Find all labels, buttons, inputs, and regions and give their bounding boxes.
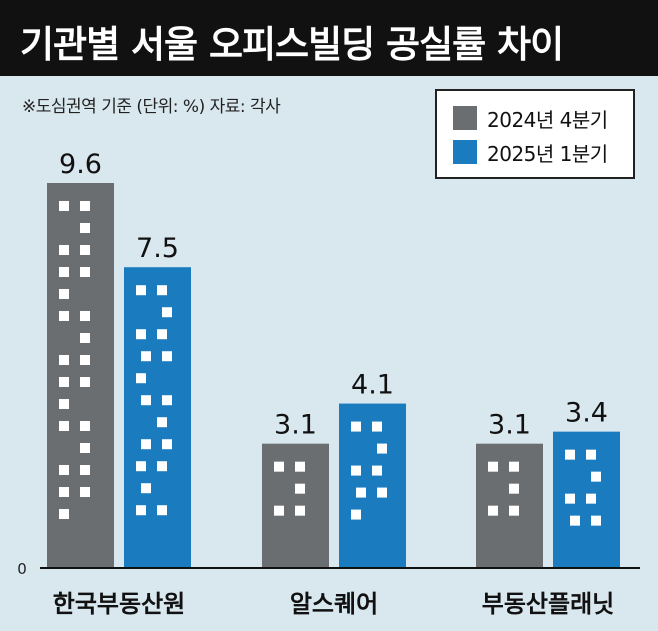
bar-window — [295, 483, 305, 494]
legend-item-2025q1: 2025년 1분기 — [453, 139, 608, 166]
bar-window — [372, 421, 382, 432]
bar-window — [570, 515, 580, 526]
bar-window — [591, 515, 601, 526]
bar-window — [59, 487, 69, 497]
bar-window — [488, 461, 498, 472]
bar-window — [377, 443, 387, 454]
bar-window — [509, 483, 519, 494]
legend-swatch-2024q4 — [453, 106, 477, 130]
bar-window — [136, 329, 146, 340]
bar-window — [274, 505, 284, 516]
bar-window — [59, 465, 69, 475]
bar-window — [136, 461, 146, 472]
bar-window — [586, 493, 596, 504]
bar-window — [80, 245, 90, 255]
bar-window — [141, 395, 151, 406]
title-bar: 기관별 서울 오피스빌딩 공실률 차이 — [0, 0, 658, 76]
category-label: 부동산플래닛 — [482, 590, 614, 618]
bar-window — [141, 483, 151, 494]
legend-label-2024q4: 2024년 4분기 — [487, 107, 608, 132]
bar-window — [136, 285, 146, 296]
bar-window — [59, 245, 69, 255]
bar-window — [274, 461, 284, 472]
value-label: 3.4 — [565, 398, 608, 429]
bar-window — [157, 285, 167, 296]
legend-item-2024q4: 2024년 4분기 — [453, 105, 608, 132]
bar-window — [351, 509, 361, 520]
bar-window — [295, 461, 305, 472]
bar-window — [80, 311, 90, 321]
bar-window — [80, 223, 90, 233]
bar-window — [591, 471, 601, 482]
bar-window — [80, 443, 90, 453]
bar-window — [586, 449, 596, 460]
bar-window — [351, 421, 361, 432]
bar-window — [59, 509, 69, 519]
legend: 2024년 4분기 2025년 1분기 — [435, 89, 635, 179]
bar-window — [80, 377, 90, 387]
bar-window — [157, 329, 167, 340]
value-label: 7.5 — [136, 233, 179, 264]
bar-window — [351, 465, 361, 476]
value-label: 3.1 — [274, 410, 317, 441]
bar-window — [565, 449, 575, 460]
bar-window — [488, 505, 498, 516]
bar-window — [59, 289, 69, 299]
chart-subtitle: ※도심권역 기준 (단위: %) 자료: 각사 — [22, 97, 281, 117]
bar-window — [59, 377, 69, 387]
bar-window — [162, 395, 172, 406]
bar-window — [356, 487, 366, 498]
value-label: 3.1 — [488, 410, 531, 441]
bar-window — [80, 421, 90, 431]
bar-window — [136, 505, 146, 516]
bar-window — [157, 417, 167, 428]
bar-window — [162, 351, 172, 362]
category-label: 알스퀘어 — [290, 590, 378, 618]
bar-window — [59, 267, 69, 277]
bar-window — [295, 505, 305, 516]
bar-window — [59, 421, 69, 431]
bar — [47, 183, 114, 568]
bar-window — [80, 333, 90, 343]
legend-label-2025q1: 2025년 1분기 — [487, 141, 608, 166]
bar-window — [141, 439, 151, 450]
bar-window — [509, 461, 519, 472]
bar-window — [59, 201, 69, 211]
bar-window — [80, 267, 90, 277]
bar-window — [162, 307, 172, 318]
bar-window — [372, 465, 382, 476]
bar-window — [80, 465, 90, 475]
bar-window — [80, 355, 90, 365]
bar-window — [59, 311, 69, 321]
category-label: 한국부동산원 — [53, 590, 185, 618]
bar-window — [157, 505, 167, 516]
bar-window — [80, 201, 90, 211]
y-tick-label: 0 — [17, 560, 27, 578]
value-label: 4.1 — [351, 370, 394, 401]
bar-window — [59, 399, 69, 409]
bar-window — [565, 493, 575, 504]
bar-window — [157, 461, 167, 472]
bar-window — [377, 487, 387, 498]
bar-window — [59, 355, 69, 365]
bar-window — [141, 351, 151, 362]
legend-swatch-2025q1 — [453, 140, 477, 164]
value-label: 9.6 — [59, 149, 102, 180]
bar-window — [162, 439, 172, 450]
bar-window — [80, 487, 90, 497]
bar-window — [509, 505, 519, 516]
chart-title: 기관별 서울 오피스빌딩 공실률 차이 — [20, 23, 564, 66]
bar-window — [136, 373, 146, 384]
